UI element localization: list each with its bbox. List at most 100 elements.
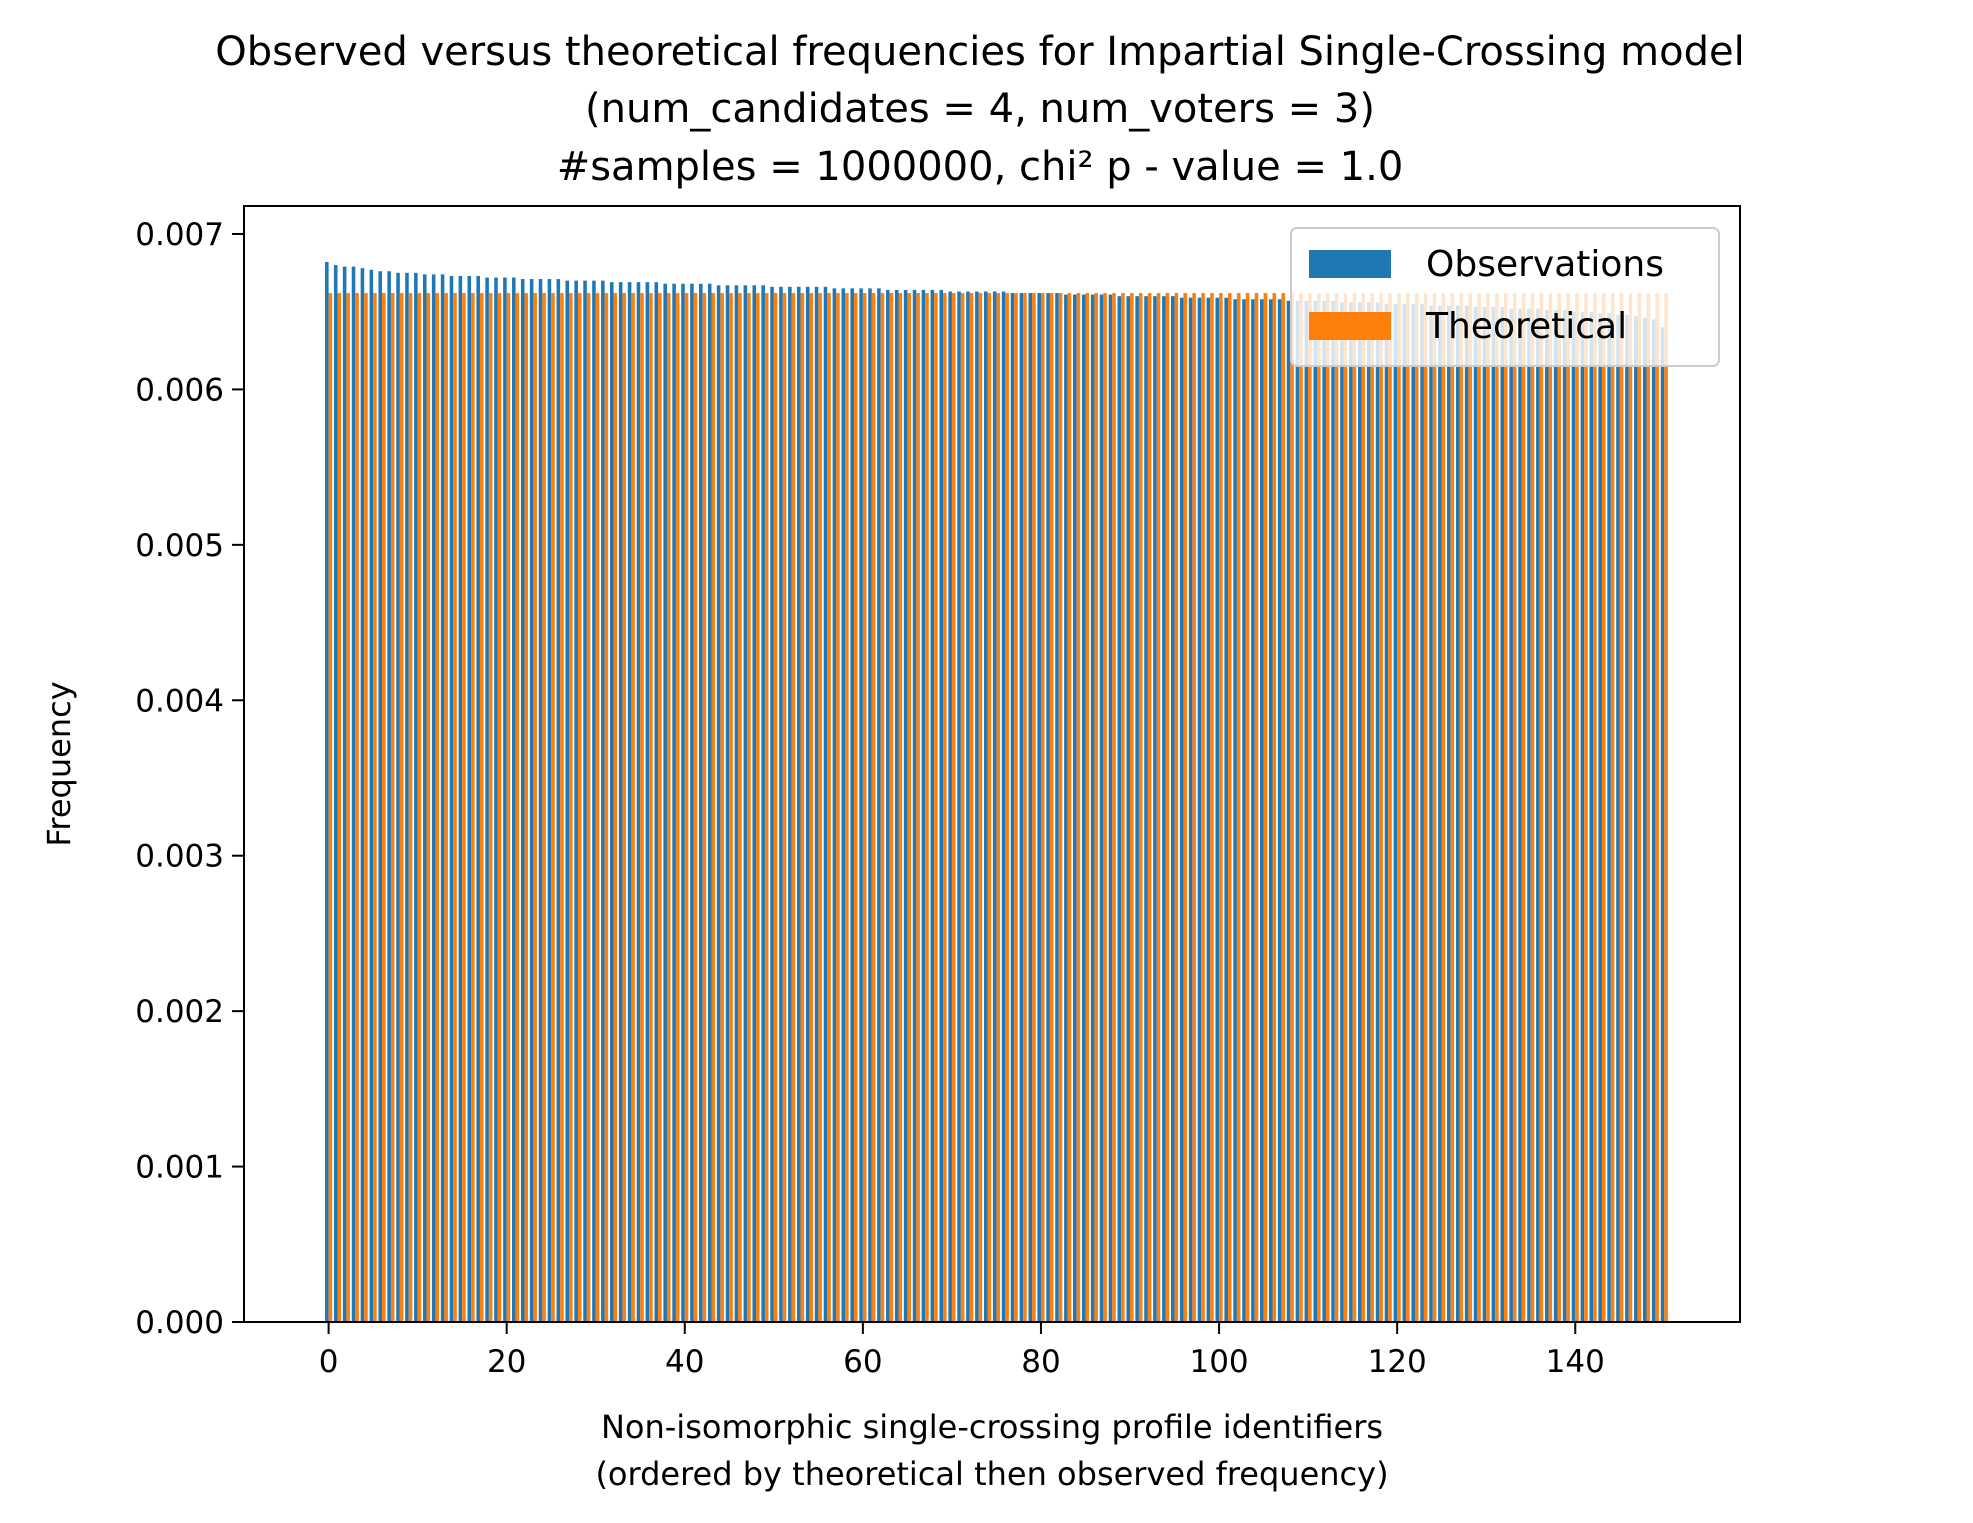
theoretical-bar-116: [1361, 293, 1366, 1322]
theoretical-bar-107: [1281, 293, 1285, 1322]
theoretical-bar-52: [791, 293, 796, 1322]
theoretical-bar-38: [666, 293, 671, 1322]
observations-bar-98: [1197, 297, 1202, 1323]
observations-bar-32: [609, 282, 614, 1322]
observations-bar-96: [1179, 297, 1184, 1323]
observations-bar-135: [1527, 308, 1531, 1323]
theoretical-bar-112: [1325, 293, 1330, 1322]
observations-bar-50: [770, 286, 774, 1322]
theoretical-bar-4: [364, 293, 368, 1322]
x-tick-label-60: 60: [843, 1344, 882, 1380]
theoretical-bar-39: [675, 293, 680, 1322]
observations-bar-14: [449, 275, 454, 1323]
theoretical-bar-99: [1210, 293, 1214, 1322]
theoretical-bar-72: [969, 293, 974, 1322]
theoretical-bar-133: [1512, 293, 1517, 1322]
y-axis-label: Frequency: [40, 681, 78, 846]
observations-bar-1: [333, 265, 338, 1322]
theoretical-bar-104: [1254, 293, 1259, 1322]
theoretical-bar-5: [373, 293, 377, 1322]
theoretical-bar-1: [337, 293, 342, 1322]
observations-bar-142: [1589, 311, 1594, 1322]
x-tick-label-100: 100: [1189, 1344, 1248, 1380]
observations-bar-132: [1500, 307, 1505, 1322]
observations-bar-38: [663, 283, 667, 1323]
theoretical-bar-140: [1575, 293, 1579, 1322]
y-tick-label-0: 0.000: [135, 1305, 224, 1341]
x-axis-label-line-1: Non-isomorphic single-crossing profile i…: [601, 1408, 1383, 1446]
theoretical-bar-81: [1049, 293, 1054, 1322]
theoretical-bar-94: [1165, 293, 1170, 1322]
observations-bar-16: [467, 275, 472, 1323]
x-tick-label-0: 0: [319, 1344, 339, 1380]
theoretical-bar-101: [1227, 293, 1232, 1322]
observations-bar-6: [378, 271, 383, 1322]
theoretical-bar-0: [328, 293, 333, 1322]
theoretical-bar-131: [1495, 293, 1499, 1322]
theoretical-bar-13: [444, 293, 448, 1322]
theoretical-bar-61: [871, 293, 876, 1322]
observations-bar-101: [1224, 297, 1228, 1323]
observations-bar-144: [1607, 313, 1611, 1322]
observations-bar-25: [547, 279, 552, 1322]
theoretical-bar-127: [1459, 293, 1464, 1322]
theoretical-bar-84: [1076, 293, 1081, 1322]
observations-bar-58: [841, 288, 846, 1322]
theoretical-bar-73: [978, 293, 983, 1322]
observations-bar-92: [1144, 296, 1148, 1322]
observations-bar-81: [1046, 293, 1050, 1322]
theoretical-bar-40: [684, 293, 689, 1322]
observations-bar-41: [690, 283, 694, 1323]
observations-bar-56: [823, 286, 828, 1322]
theoretical-bar-2: [346, 293, 350, 1322]
x-tick-label-120: 120: [1368, 1344, 1427, 1380]
theoretical-bar-56: [827, 293, 831, 1322]
theoretical-bar-45: [729, 293, 733, 1322]
observations-bar-136: [1536, 308, 1540, 1323]
x-tick-label-40: 40: [665, 1344, 704, 1380]
x-tick-label-140: 140: [1546, 1344, 1605, 1380]
observations-bar-4: [360, 268, 365, 1322]
observations-bar-146: [1625, 314, 1629, 1322]
observations-bar-114: [1340, 302, 1344, 1322]
theoretical-bar-123: [1423, 293, 1428, 1322]
theoretical-bar-18: [488, 293, 493, 1322]
theoretical-bar-97: [1192, 293, 1196, 1322]
theoretical-bar-41: [693, 293, 698, 1322]
observations-bar-57: [832, 288, 837, 1322]
observations-bar-51: [779, 286, 783, 1322]
theoretical-bar-137: [1548, 293, 1553, 1322]
theoretical-bar-37: [658, 293, 662, 1322]
observations-bar-13: [440, 274, 445, 1322]
theoretical-bar-87: [1103, 293, 1107, 1322]
theoretical-bar-142: [1593, 293, 1597, 1322]
observations-bar-94: [1162, 296, 1166, 1322]
theoretical-bar-11: [426, 293, 431, 1322]
theoretical-bar-75: [996, 293, 1001, 1322]
observations-bar-67: [921, 289, 926, 1323]
theoretical-bar-86: [1094, 293, 1098, 1322]
theoretical-bar-100: [1219, 293, 1223, 1322]
observations-bar-29: [583, 280, 587, 1322]
observations-bar-33: [618, 282, 623, 1322]
observations-bar-111: [1313, 300, 1318, 1322]
observations-bar-104: [1251, 299, 1255, 1322]
observations-bar-89: [1117, 296, 1122, 1322]
observations-bar-138: [1553, 310, 1558, 1322]
theoretical-bar-98: [1201, 293, 1205, 1322]
observations-bar-90: [1126, 296, 1131, 1322]
y-tick-label-6: 0.006: [135, 372, 224, 408]
observations-bar-24: [538, 279, 543, 1322]
theoretical-bar-20: [506, 293, 511, 1322]
observations-bar-5: [369, 269, 374, 1323]
y-tick-label-1: 0.001: [135, 1150, 224, 1186]
theoretical-bar-51: [782, 293, 787, 1322]
theoretical-bar-119: [1388, 293, 1392, 1322]
theoretical-bar-60: [862, 293, 867, 1322]
theoretical-bar-67: [925, 293, 929, 1322]
theoretical-bar-32: [613, 293, 618, 1322]
plot-area-frame: [243, 205, 1741, 1323]
observations-bar-110: [1304, 300, 1309, 1322]
theoretical-bar-149: [1655, 293, 1659, 1322]
observations-bar-42: [699, 283, 703, 1323]
